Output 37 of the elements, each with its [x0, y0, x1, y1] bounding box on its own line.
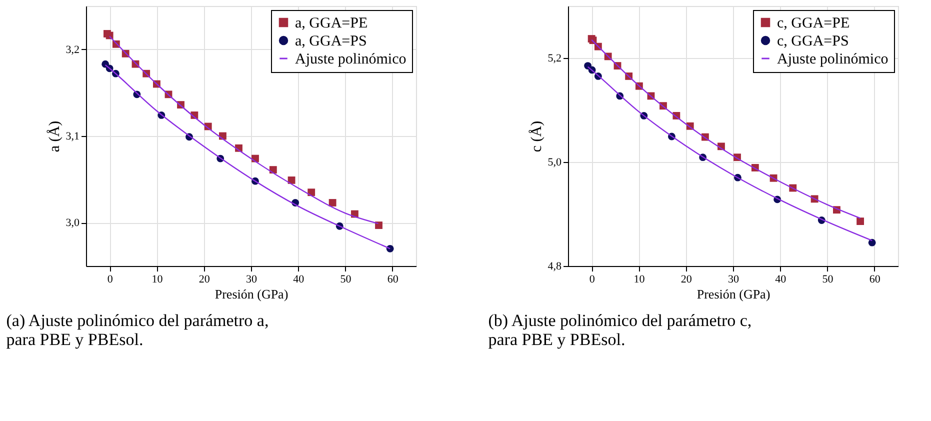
text: (a) Ajuste polinómico del parámetro a, para PBE y PBEsol. [6, 311, 269, 349]
point [375, 222, 382, 229]
legend-label: a, GGA=PS [295, 34, 367, 50]
x-tick-label: 40 [775, 274, 787, 286]
point [328, 199, 336, 206]
x-axis-title: Presión (GPa) [696, 286, 770, 302]
legend-label: Ajuste polinómico [777, 52, 888, 68]
x-tick-label: 10 [152, 274, 164, 286]
y-tick-label: 3,1 [66, 130, 80, 142]
x-tick-label: 10 [634, 274, 646, 286]
x-tick-label: 50 [340, 274, 352, 286]
y-tick-label: 3,0 [66, 217, 80, 230]
legend-label: Ajuste polinómico [295, 52, 406, 68]
y-tick-label: 4,8 [548, 260, 562, 272]
x-tick-label: 50 [822, 274, 834, 286]
legend-label: c, GGA=PE [777, 16, 850, 32]
x-tick-label: 30 [246, 274, 258, 286]
x-tick-label: 0 [107, 274, 114, 286]
legend-label: c, GGA=PS [777, 34, 849, 50]
y-axis-title: a (Å) [46, 120, 63, 152]
y-tick-label: 5,0 [548, 156, 562, 168]
point [288, 176, 296, 184]
x-axis-title: Presión (GPa) [214, 286, 288, 302]
y-tick-label: 3,2 [66, 44, 80, 56]
x-tick-label: 30 [728, 274, 740, 286]
legend-label: a, GGA=PE [295, 16, 368, 32]
x-tick-label: 40 [293, 274, 305, 286]
x-tick-label: 0 [589, 274, 596, 286]
y-tick-label: 5,2 [548, 52, 562, 64]
x-tick-label: 20 [198, 274, 210, 286]
text: (b) Ajuste polinómico del parámetro c, para PBE y PBEsol. [488, 311, 752, 349]
x-tick-label: 60 [869, 274, 881, 286]
y-axis-title: c (Å) [528, 120, 545, 152]
point [868, 238, 876, 246]
x-tick-label: 60 [387, 274, 399, 286]
x-tick-label: 20 [680, 274, 692, 286]
point [856, 218, 864, 225]
